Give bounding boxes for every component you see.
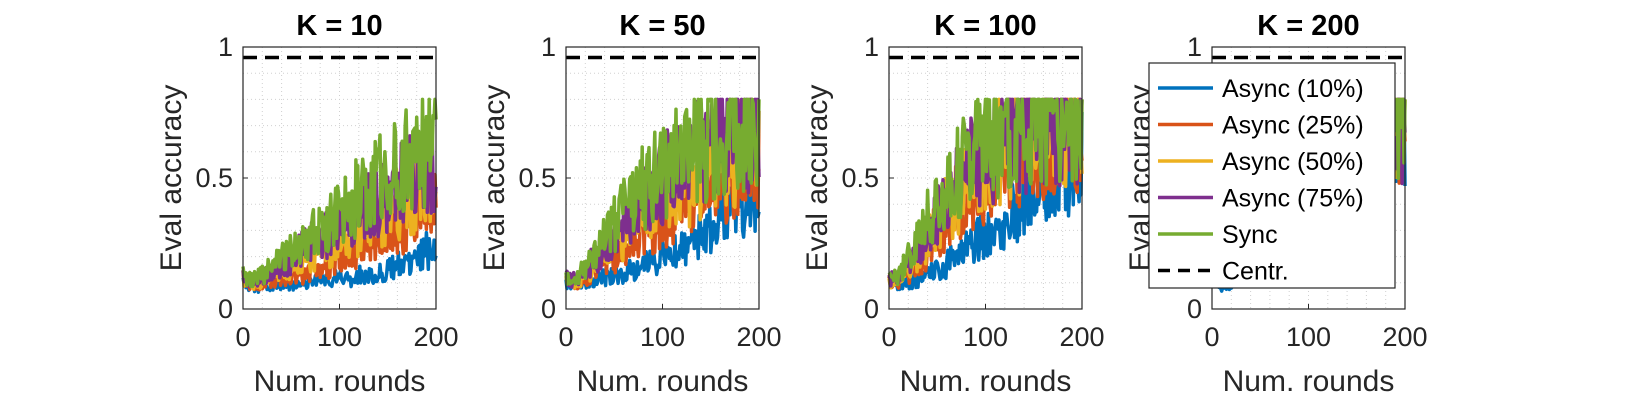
- legend-label: Async (50%): [1222, 148, 1364, 176]
- series-group: [564, 97, 761, 291]
- x-tick-label: 200: [1382, 322, 1427, 352]
- series-group: [241, 97, 438, 294]
- panel-2: 0 100 200 0 0.5 1 K = 50 Num. rounds Eval accura…: [478, 10, 782, 398]
- legend-label: Async (75%): [1222, 185, 1364, 213]
- legend-label: Sync: [1222, 221, 1278, 249]
- x-tick-label: 200: [413, 322, 458, 352]
- x-axis-label: Num. rounds: [1223, 365, 1395, 398]
- panel-title: K = 200: [1257, 10, 1359, 42]
- y-tick-label: 1: [218, 32, 233, 62]
- y-tick-label: 0.5: [518, 163, 556, 193]
- x-axis-label: Num. rounds: [900, 365, 1072, 398]
- series-group: [887, 97, 1084, 292]
- x-tick-label: 200: [1059, 322, 1104, 352]
- y-tick-label: 1: [1187, 32, 1202, 62]
- y-axis-label: Eval accuracy: [478, 85, 511, 272]
- x-tick-label: 100: [640, 322, 685, 352]
- x-tick-label: 0: [558, 322, 573, 352]
- series-line-sync: [564, 97, 761, 286]
- x-axis-label: Num. rounds: [254, 365, 426, 398]
- y-tick-label: 0: [541, 294, 556, 324]
- y-axis-label: Eval accuracy: [801, 85, 834, 272]
- x-tick-label: 200: [736, 322, 781, 352]
- x-tick-label: 100: [1286, 322, 1331, 352]
- legend-label: Centr.: [1222, 258, 1289, 286]
- legend-label: Async (10%): [1222, 75, 1364, 103]
- y-axis-label: Eval accuracy: [155, 85, 188, 272]
- y-tick-label: 0: [864, 294, 879, 324]
- series-line-sync: [887, 97, 1084, 287]
- legend-box: [1148, 62, 1396, 289]
- x-tick-label: 0: [881, 322, 896, 352]
- x-tick-label: 100: [317, 322, 362, 352]
- series-line-async-10: [887, 108, 1084, 292]
- legend: Async (10%) Async (25%) Async (50%) Async (…: [1148, 62, 1396, 289]
- x-tick-label: 0: [1204, 322, 1219, 352]
- y-tick-label: 0: [218, 294, 233, 324]
- y-tick-label: 1: [864, 32, 879, 62]
- x-axis-label: Num. rounds: [577, 365, 749, 398]
- panel-3: 0 100 200 0 0.5 1 K = 100 Num. rounds Eval accur…: [801, 10, 1105, 398]
- y-tick-label: 0: [1187, 294, 1202, 324]
- x-tick-label: 100: [963, 322, 1008, 352]
- panel-title: K = 10: [296, 10, 382, 42]
- x-tick-label: 0: [235, 322, 250, 352]
- y-tick-label: 1: [541, 32, 556, 62]
- panel-title: K = 100: [934, 10, 1036, 42]
- panel-title: K = 50: [619, 10, 705, 42]
- series-line-sync: [241, 97, 438, 289]
- legend-label: Async (25%): [1222, 112, 1364, 140]
- panel-1: 0 100 200 0 0.5 1 K = 10 Num. rounds Eval accura…: [155, 10, 459, 398]
- y-tick-label: 0.5: [841, 163, 879, 193]
- y-tick-label: 0.5: [195, 163, 233, 193]
